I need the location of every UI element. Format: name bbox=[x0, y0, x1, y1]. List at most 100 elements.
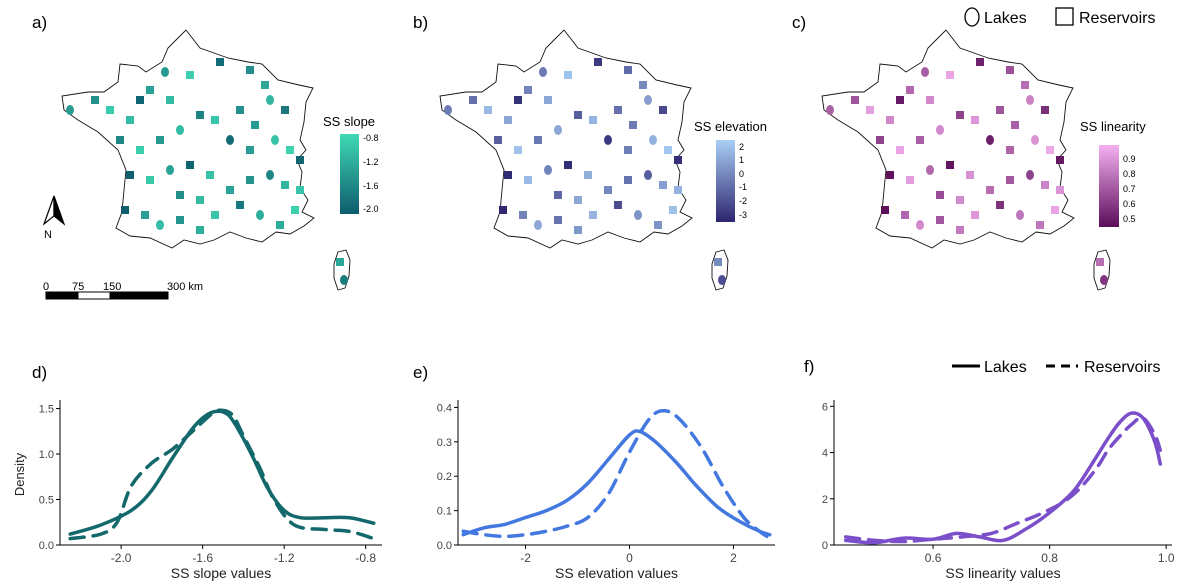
colorbar-tick: 0.9 bbox=[1123, 154, 1136, 164]
x-tick-label: -0.8 bbox=[355, 551, 376, 565]
lake-marker bbox=[644, 170, 652, 180]
reservoir-marker bbox=[126, 116, 134, 124]
colorbar-tick: -2.0 bbox=[363, 204, 379, 214]
y-tick-label: 0.4 bbox=[437, 402, 452, 414]
colorbar-tick: 0.8 bbox=[1123, 169, 1136, 179]
reservoir-marker bbox=[246, 176, 254, 184]
reservoir-marker bbox=[659, 181, 667, 189]
colorbar-tick: -0.8 bbox=[363, 133, 379, 143]
reservoir-marker bbox=[906, 86, 914, 94]
lakes-density-line bbox=[843, 411, 1163, 545]
reservoir-marker bbox=[936, 216, 944, 224]
reservoir-marker bbox=[136, 96, 144, 104]
colorbar-tick: 0 bbox=[739, 169, 744, 179]
lake-marker bbox=[166, 165, 174, 175]
scale-label-75: 75 bbox=[72, 281, 84, 293]
reservoir-marker bbox=[986, 186, 994, 194]
reservoir-marker bbox=[886, 116, 894, 124]
reservoir-marker bbox=[186, 71, 194, 79]
colorbar-tick: -1 bbox=[739, 182, 747, 192]
density-legend: Lakes Reservoirs bbox=[952, 359, 1160, 376]
y-tick-label: 6 bbox=[822, 401, 828, 413]
map-legend-lakes: Lakes bbox=[984, 10, 1027, 27]
lake-marker bbox=[539, 67, 547, 77]
reservoir-marker bbox=[1041, 181, 1049, 189]
reservoir-marker bbox=[654, 221, 662, 229]
reservoir-marker bbox=[141, 211, 149, 219]
reservoir-marker bbox=[956, 226, 964, 234]
reservoir-marker bbox=[106, 106, 114, 114]
map-panel-c bbox=[821, 29, 1111, 291]
reservoir-marker bbox=[594, 58, 602, 66]
reservoir-marker bbox=[624, 146, 632, 154]
y-tick-label: 0.0 bbox=[437, 540, 452, 552]
reservoir-marker bbox=[514, 96, 522, 104]
reservoir-marker bbox=[629, 121, 637, 129]
density-chart-linearity: 0 2 4 6 0.6 0.8 1.0 SS linearity values bbox=[822, 400, 1175, 581]
lake-marker bbox=[826, 105, 834, 115]
scale-label-0: 0 bbox=[43, 281, 49, 293]
colorbar-tick: -1.2 bbox=[363, 157, 379, 167]
y-axis-label: Density bbox=[12, 452, 27, 496]
density-chart-elevation: 0.0 0.1 0.2 0.3 0.4 -2 0 2 SS elevation values bbox=[437, 400, 775, 581]
reservoir-marker bbox=[574, 226, 582, 234]
lake-marker bbox=[644, 95, 652, 105]
colorbar-title: SS elevation bbox=[694, 119, 767, 134]
reservoir-marker bbox=[524, 86, 532, 94]
lake-marker bbox=[176, 125, 184, 135]
map-panel-a bbox=[61, 29, 351, 291]
panel-label-f: f) bbox=[804, 357, 814, 376]
scale-label-300: 300 km bbox=[167, 281, 203, 293]
lakes-density-line bbox=[461, 429, 772, 537]
colorbar-tick: 2 bbox=[739, 142, 744, 152]
colorbar-slope: SS slope -0.8 -1.2 -1.6 -2.0 bbox=[323, 114, 379, 214]
lake-marker bbox=[1031, 135, 1039, 145]
reservoir-marker bbox=[956, 196, 964, 204]
reservoir-marker bbox=[211, 211, 219, 219]
reservoir-marker bbox=[674, 156, 682, 164]
reservoir-marker bbox=[1046, 146, 1054, 154]
reservoir-marker bbox=[564, 71, 572, 79]
colorbar-title: SS slope bbox=[323, 114, 375, 129]
reservoir-marker bbox=[196, 226, 204, 234]
reservoir-marker bbox=[286, 146, 294, 154]
x-tick-label: 0 bbox=[626, 551, 633, 565]
reservoir-marker bbox=[624, 176, 632, 184]
reservoir-marker bbox=[1096, 258, 1104, 266]
lake-marker bbox=[534, 220, 542, 230]
y-tick-label: 2 bbox=[822, 494, 828, 506]
lake-marker bbox=[256, 210, 264, 220]
reservoir-marker bbox=[514, 146, 522, 154]
reservoir-marker bbox=[121, 206, 129, 214]
reservoir-marker bbox=[146, 176, 154, 184]
reservoir-marker bbox=[936, 191, 944, 199]
reservoir-marker bbox=[291, 206, 299, 214]
reservoir-marker bbox=[866, 106, 874, 114]
lake-marker bbox=[161, 67, 169, 77]
reservoir-marker bbox=[574, 196, 582, 204]
reservoir-marker bbox=[236, 106, 244, 114]
reservoir-marker bbox=[246, 66, 254, 74]
map-legend-reservoirs: Reservoirs bbox=[1079, 10, 1155, 27]
y-tick-label: 4 bbox=[822, 448, 828, 460]
reservoir-marker bbox=[211, 116, 219, 124]
reservoir-marker bbox=[281, 181, 289, 189]
reservoir-marker bbox=[1056, 186, 1064, 194]
reservoir-marker bbox=[166, 96, 174, 104]
panel-label-e: e) bbox=[413, 363, 428, 382]
reservoir-marker bbox=[1006, 66, 1014, 74]
reservoir-marker bbox=[136, 146, 144, 154]
reservoir-marker bbox=[881, 206, 889, 214]
reservoir-marker bbox=[946, 71, 954, 79]
y-tick-label: 1.0 bbox=[39, 449, 54, 461]
y-tick-label: 0.3 bbox=[437, 437, 452, 449]
reservoir-marker bbox=[906, 176, 914, 184]
x-tick-label: 0.8 bbox=[1041, 551, 1058, 565]
reservoir-marker bbox=[996, 106, 1004, 114]
reservoir-marker bbox=[614, 201, 622, 209]
x-tick-label: -1.6 bbox=[192, 551, 213, 565]
lake-marker bbox=[1100, 275, 1108, 285]
reservoir-marker bbox=[176, 191, 184, 199]
reservoirs-density-line bbox=[68, 408, 376, 541]
lake-marker bbox=[226, 135, 234, 145]
